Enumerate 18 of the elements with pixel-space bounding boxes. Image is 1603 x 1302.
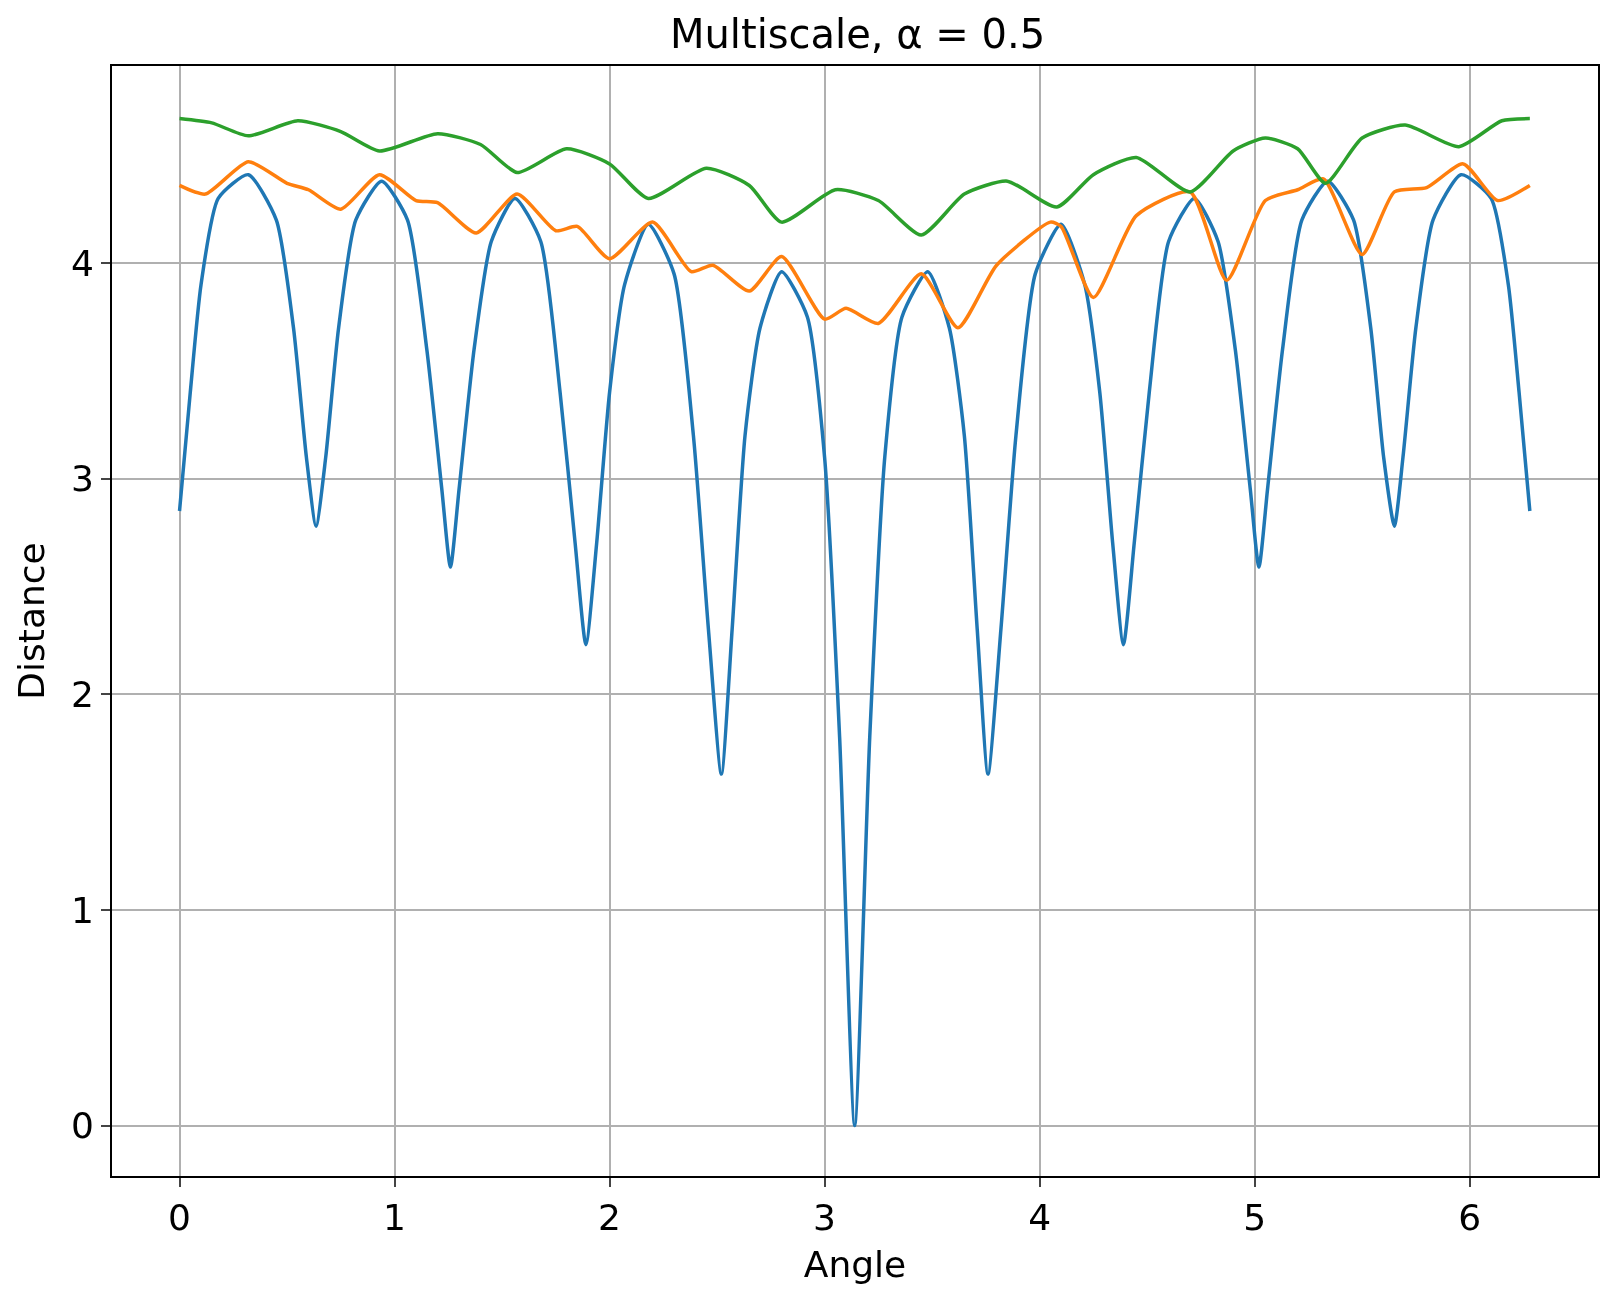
- y-tick-label: 3: [70, 458, 94, 500]
- y-tick-label: 4: [70, 242, 94, 284]
- chart-title: Multiscale, α = 0.5: [670, 10, 1046, 57]
- x-tick-label: 2: [598, 1197, 622, 1239]
- x-tick-label: 1: [383, 1197, 406, 1239]
- y-axis-title: Distance: [11, 542, 53, 700]
- x-tick-label: 3: [813, 1197, 837, 1239]
- line-series: [177, 172, 1532, 1128]
- x-tick-label: 4: [1028, 1197, 1052, 1239]
- y-tick-label: 1: [70, 889, 94, 931]
- y-tick-label: 0: [70, 1105, 94, 1147]
- x-tick-label: 0: [168, 1197, 191, 1239]
- line-series: [177, 159, 1532, 330]
- x-tick-label: 6: [1458, 1197, 1482, 1239]
- x-tick-label: 5: [1243, 1197, 1267, 1239]
- x-axis-title: Angle: [803, 1244, 907, 1286]
- y-tick-label: 2: [70, 673, 94, 715]
- line-series: [177, 116, 1532, 237]
